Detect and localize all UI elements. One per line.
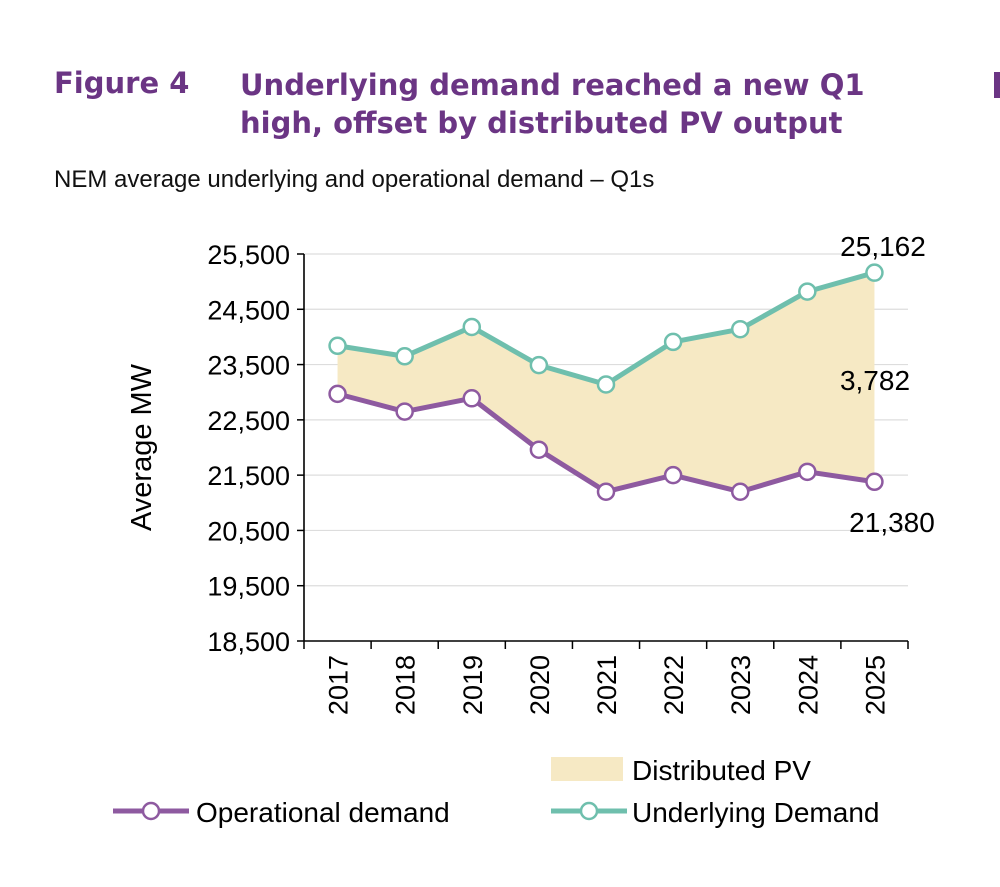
underlying-demand-point <box>395 347 414 366</box>
figure-subtitle: NEM average underlying and operational d… <box>54 166 655 193</box>
y-tick-label: 23,500 <box>207 351 290 381</box>
y-tick-label: 21,500 <box>207 461 290 491</box>
y-tick-label: 19,500 <box>207 572 290 602</box>
x-tick-label: 2022 <box>659 655 689 715</box>
x-tick-label: 2021 <box>592 655 622 715</box>
figure-title: Underlying demand reached a new Q1 high,… <box>240 68 865 140</box>
legend-label-underlying-demand: Underlying Demand <box>632 797 879 828</box>
y-tick-label: 22,500 <box>207 406 290 436</box>
x-tick-label: 2019 <box>458 655 488 715</box>
underlying-demand-point <box>663 332 683 352</box>
underlying-demand-point <box>462 317 482 337</box>
operational-demand-point <box>328 384 347 404</box>
legend-label-distributed-pv: Distributed PV <box>632 755 811 786</box>
data-annotation: 21,380 <box>849 507 935 538</box>
x-tick-label: 2020 <box>525 655 555 715</box>
x-tick-label: 2023 <box>726 655 756 715</box>
y-axis-label: Average MW <box>126 363 158 531</box>
underlying-demand-point <box>529 355 549 375</box>
x-tick-label: 2018 <box>391 655 421 715</box>
operational-demand-point <box>529 440 549 459</box>
series-layer <box>328 263 884 501</box>
underlying-demand-point <box>865 263 884 282</box>
legend-layer: Distributed PV Operational demand Underlyi… <box>113 755 879 828</box>
legend-label-operational-demand: Operational demand <box>196 797 450 828</box>
underlying-demand-point <box>798 282 817 301</box>
operational-demand-point <box>663 465 683 485</box>
underlying-demand-point <box>596 375 616 394</box>
x-tick-label: 2024 <box>793 655 823 715</box>
underlying-demand-point <box>730 319 750 339</box>
x-tick-label: 2017 <box>324 655 354 715</box>
figure-label: Figure 4 <box>54 66 190 100</box>
axis-layer: 18,500 19,500 20,500 21,500 22,500 23,500 24,5… <box>126 240 909 715</box>
y-tick-label: 20,500 <box>207 516 290 546</box>
operational-demand-point <box>596 482 616 501</box>
underlying-demand-point <box>328 336 347 356</box>
operational-demand-point <box>462 389 482 408</box>
y-tick-label: 25,500 <box>207 240 290 270</box>
data-annotation: 3,782 <box>840 365 910 396</box>
legend-swatch-distributed-pv <box>551 757 623 781</box>
operational-demand-point <box>798 462 817 482</box>
legend-marker-operational-demand <box>141 801 161 821</box>
adjacent-figure-edge <box>994 72 1000 98</box>
operational-demand-point <box>865 472 884 492</box>
y-tick-label: 24,500 <box>207 295 290 325</box>
x-tick-label: 2025 <box>860 655 890 715</box>
operational-demand-point <box>395 402 414 421</box>
y-tick-label: 18,500 <box>207 627 290 657</box>
label-layer: 25,162 3,782 21,380 <box>840 231 935 538</box>
data-annotation: 25,162 <box>840 231 926 262</box>
legend-marker-underlying-demand <box>579 801 599 821</box>
operational-demand-point <box>730 482 750 501</box>
